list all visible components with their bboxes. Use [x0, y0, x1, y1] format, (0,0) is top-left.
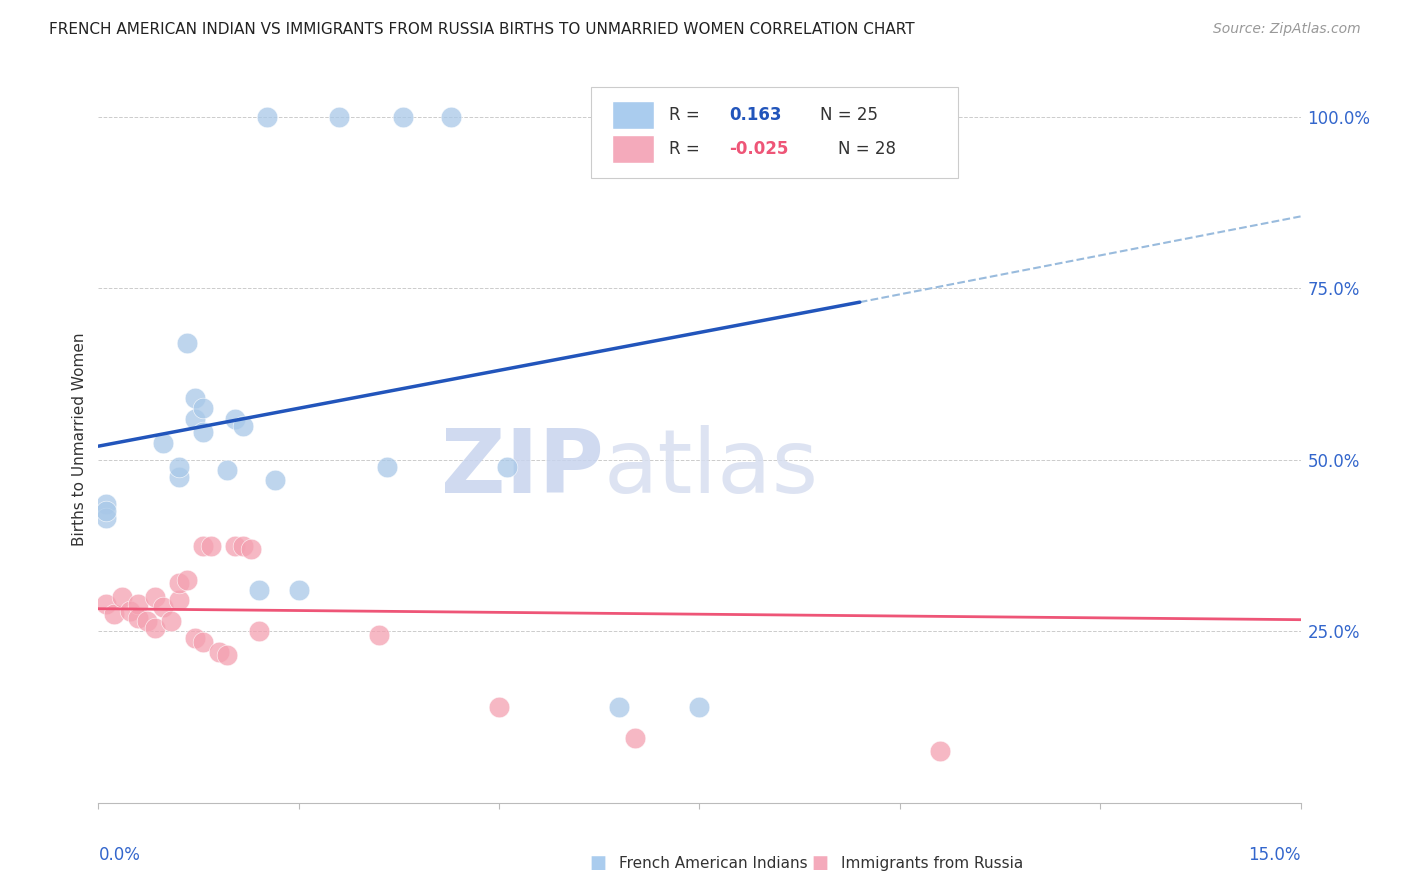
- Point: [96, 504, 118, 518]
- Point: [159, 614, 181, 628]
- Point: [96, 511, 118, 525]
- Text: French American Indians: French American Indians: [619, 856, 807, 871]
- Text: N = 25: N = 25: [820, 106, 877, 124]
- Point: [239, 542, 262, 557]
- Point: [143, 590, 166, 604]
- Point: [247, 583, 270, 598]
- Point: [152, 600, 174, 615]
- FancyBboxPatch shape: [592, 87, 957, 178]
- Text: Immigrants from Russia: Immigrants from Russia: [841, 856, 1024, 871]
- Point: [176, 573, 198, 587]
- Text: -0.025: -0.025: [730, 140, 789, 158]
- Text: 0.0%: 0.0%: [98, 847, 141, 864]
- Text: N = 28: N = 28: [838, 140, 896, 158]
- Bar: [612, 102, 654, 128]
- Point: [224, 539, 246, 553]
- Point: [224, 411, 246, 425]
- Point: [440, 110, 463, 124]
- Point: [496, 459, 519, 474]
- Point: [200, 539, 222, 553]
- Point: [609, 699, 631, 714]
- Point: [191, 539, 214, 553]
- Point: [368, 628, 391, 642]
- Point: [191, 425, 214, 440]
- Point: [689, 699, 711, 714]
- Point: [96, 597, 118, 611]
- Point: [328, 110, 350, 124]
- Point: [183, 631, 205, 645]
- Text: 0.163: 0.163: [730, 106, 782, 124]
- Point: [167, 459, 190, 474]
- Point: [375, 459, 398, 474]
- Point: [288, 583, 311, 598]
- Text: ZIP: ZIP: [440, 425, 603, 512]
- Text: R =: R =: [669, 106, 700, 124]
- Point: [263, 474, 285, 488]
- Point: [183, 411, 205, 425]
- Point: [191, 401, 214, 416]
- Text: R =: R =: [669, 140, 700, 158]
- Point: [256, 110, 278, 124]
- Point: [215, 648, 238, 663]
- Point: [488, 699, 510, 714]
- Point: [111, 590, 134, 604]
- Point: [183, 391, 205, 405]
- Text: ■: ■: [811, 855, 828, 872]
- Point: [176, 336, 198, 351]
- Point: [143, 621, 166, 635]
- Point: [929, 744, 952, 758]
- Point: [392, 110, 415, 124]
- Text: 15.0%: 15.0%: [1249, 847, 1301, 864]
- Point: [215, 463, 238, 477]
- Point: [120, 604, 142, 618]
- Point: [128, 610, 150, 624]
- Point: [152, 435, 174, 450]
- Point: [167, 470, 190, 484]
- Point: [624, 731, 647, 745]
- Point: [96, 498, 118, 512]
- Y-axis label: Births to Unmarried Women: Births to Unmarried Women: [72, 333, 87, 546]
- Text: FRENCH AMERICAN INDIAN VS IMMIGRANTS FROM RUSSIA BIRTHS TO UNMARRIED WOMEN CORRE: FRENCH AMERICAN INDIAN VS IMMIGRANTS FRO…: [49, 22, 915, 37]
- Bar: [612, 136, 654, 163]
- Text: ■: ■: [589, 855, 606, 872]
- Point: [208, 645, 231, 659]
- Text: Source: ZipAtlas.com: Source: ZipAtlas.com: [1213, 22, 1361, 37]
- Point: [128, 597, 150, 611]
- Point: [191, 634, 214, 648]
- Point: [135, 614, 157, 628]
- Point: [247, 624, 270, 639]
- Text: atlas: atlas: [603, 425, 818, 512]
- Point: [232, 539, 254, 553]
- Point: [167, 576, 190, 591]
- Point: [232, 418, 254, 433]
- Point: [103, 607, 125, 622]
- Point: [167, 593, 190, 607]
